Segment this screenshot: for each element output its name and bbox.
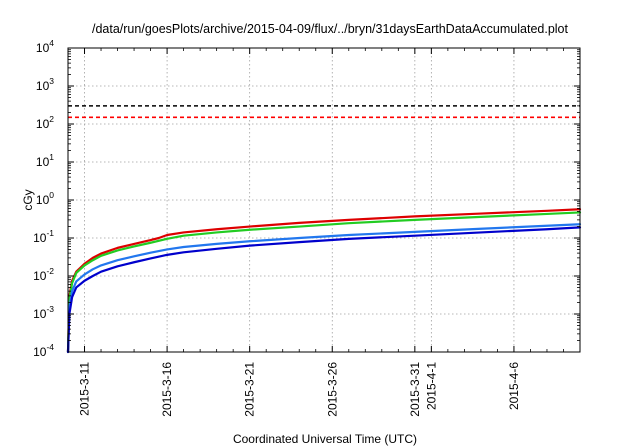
y-tick-label: 104	[36, 38, 54, 55]
x-axis-label: Coordinated Universal Time (UTC)	[233, 432, 417, 446]
x-tick-label: 2015-3-31	[408, 362, 422, 417]
y-tick-label: 10-2	[33, 266, 54, 283]
series-line	[66, 223, 582, 354]
y-tick-label: 101	[36, 152, 54, 169]
axis-ticks	[68, 47, 580, 353]
series-line	[66, 211, 582, 354]
x-tick-label: 2015-4-6	[507, 362, 521, 410]
y-tick-label: 10-1	[33, 228, 54, 245]
y-tick-label: 102	[36, 114, 54, 131]
x-tick-label: 2015-3-11	[78, 362, 92, 416]
y-tick-label: 100	[36, 190, 54, 207]
x-tick-label: 2015-3-16	[160, 362, 174, 417]
x-tick-label: 2015-3-26	[325, 362, 339, 417]
y-axis-label: cGy	[21, 189, 35, 210]
y-tick-label: 10-3	[33, 304, 54, 321]
chart-title: /data/run/goesPlots/archive/2015-04-09/f…	[92, 22, 568, 36]
series-lines	[66, 208, 582, 354]
y-tick-labels: 10-4 10-3 10-2 10-1 100 101 102 103 104	[33, 38, 54, 359]
grid	[68, 48, 580, 352]
threshold-lines	[68, 105, 580, 119]
x-tick-label: 2015-4-1	[424, 362, 438, 410]
x-tick-label: 2015-3-21	[243, 362, 257, 417]
y-tick-label: 103	[36, 76, 54, 93]
series-line	[66, 226, 582, 354]
y-tick-label: 10-4	[33, 342, 54, 359]
x-tick-labels: 2015-3-11 2015-3-16 2015-3-21 2015-3-26 2015…	[78, 362, 521, 417]
